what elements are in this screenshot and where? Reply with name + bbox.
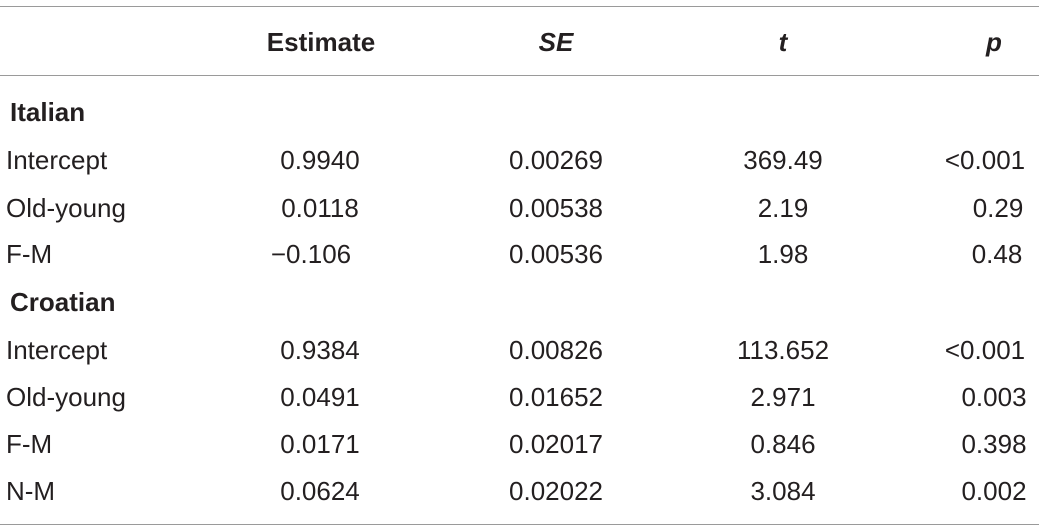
t-cell: 369.49 — [743, 145, 823, 175]
header-t: t — [778, 27, 788, 57]
t-cell: 2.19 — [757, 193, 809, 223]
p-cell: <0.001 — [944, 335, 1026, 365]
table-top-rule — [0, 6, 1039, 7]
p-cell: 0.398 — [961, 429, 1027, 459]
row-label: N-M — [6, 476, 56, 506]
se-cell: 0.00269 — [509, 145, 603, 175]
p-cell: 0.29 — [972, 193, 1024, 223]
t-cell: 1.98 — [757, 239, 809, 269]
estimate-cell: 0.0624 — [280, 476, 360, 506]
p-cell: 0.48 — [971, 239, 1023, 269]
estimate-cell: 0.0118 — [281, 193, 359, 223]
row-label: F-M — [6, 429, 53, 459]
t-cell: 3.084 — [750, 476, 816, 506]
t-cell: 113.652 — [736, 335, 830, 365]
estimate-cell: −0.106 — [270, 239, 352, 269]
se-cell: 0.00536 — [509, 239, 603, 269]
row-label: Intercept — [6, 145, 108, 175]
se-cell: 0.00538 — [509, 193, 603, 223]
row-label: Old-young — [6, 382, 126, 412]
estimate-cell: 0.0171 — [280, 429, 360, 459]
estimate-cell: 0.9940 — [280, 145, 360, 175]
t-cell: 0.846 — [750, 429, 816, 459]
t-cell: 2.971 — [750, 382, 816, 412]
row-label: Intercept — [6, 335, 108, 365]
se-cell: 0.02017 — [509, 429, 603, 459]
header-estimate: Estimate — [266, 27, 376, 57]
table-bottom-rule — [0, 524, 1039, 525]
se-cell: 0.01652 — [509, 382, 603, 412]
estimate-cell: 0.0491 — [280, 382, 360, 412]
row-label: Old-young — [6, 193, 126, 223]
section-title-croatian: Croatian — [10, 287, 116, 317]
p-cell: <0.001 — [944, 145, 1026, 175]
header-se: SE — [538, 27, 574, 57]
p-cell: 0.003 — [961, 382, 1027, 412]
se-cell: 0.02022 — [509, 476, 603, 506]
se-cell: 0.00826 — [509, 335, 603, 365]
row-label: F-M — [6, 239, 53, 269]
header-p: p — [986, 27, 1002, 57]
estimate-cell: 0.9384 — [280, 335, 360, 365]
section-title-italian: Italian — [10, 97, 86, 127]
header-rule — [0, 75, 1039, 76]
p-cell: 0.002 — [961, 476, 1027, 506]
